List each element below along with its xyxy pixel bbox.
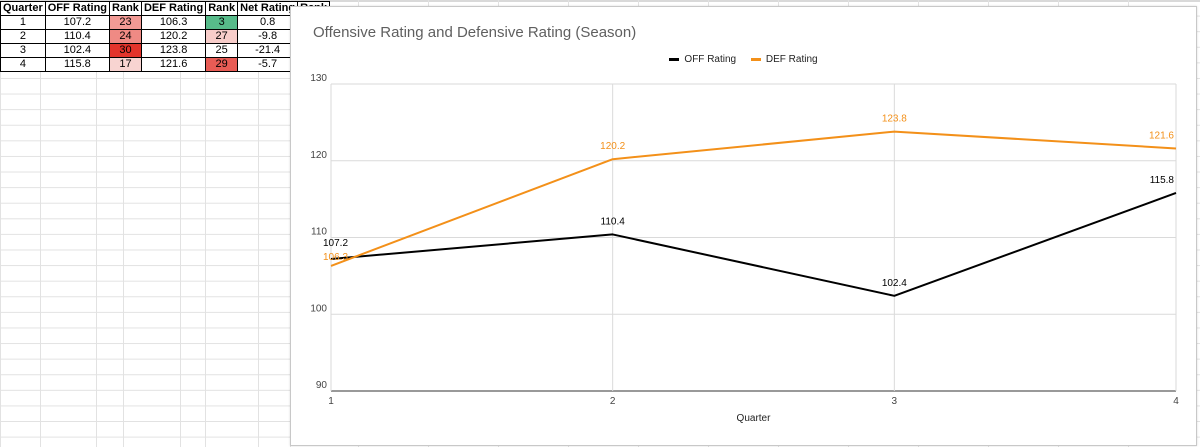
- legend-swatch-off: [669, 58, 680, 61]
- cell-net-rating[interactable]: -9.8: [237, 29, 299, 44]
- table-header-row: Quarter OFF Rating Rank DEF Rating Rank …: [0, 1, 331, 16]
- header-off-rank[interactable]: Rank: [109, 1, 142, 16]
- grid-column-line: [96, 0, 97, 447]
- data-label: 115.8: [1150, 175, 1175, 186]
- data-label: 121.6: [1149, 130, 1174, 141]
- data-label: 123.8: [882, 114, 907, 125]
- x-tick-label: 4: [1173, 396, 1179, 407]
- cell-off-rank[interactable]: 24: [109, 29, 142, 44]
- cell-net-rating[interactable]: -5.7: [237, 57, 299, 72]
- y-tick-label: 130: [310, 73, 327, 84]
- data-label: 107.2: [323, 238, 348, 249]
- legend-item-def-rating: DEF Rating: [750, 54, 818, 65]
- y-tick-label: 110: [311, 227, 327, 238]
- data-label: 120.2: [600, 141, 625, 152]
- cell-net-rating[interactable]: -21.4: [237, 43, 299, 58]
- header-net-rating[interactable]: Net Rating: [237, 1, 299, 16]
- y-tick-label: 90: [316, 380, 328, 391]
- cell-def-rating[interactable]: 120.2: [140, 29, 207, 44]
- legend-swatch-def: [750, 58, 761, 61]
- data-label: 102.4: [882, 278, 907, 289]
- cell-def-rank[interactable]: 27: [205, 29, 239, 44]
- cell-def-rank[interactable]: 3: [205, 15, 239, 30]
- legend-label-off: OFF Rating: [684, 54, 737, 65]
- grid-top-border: [0, 0, 1200, 2]
- cell-def-rating[interactable]: 106.3: [140, 15, 207, 30]
- y-tick-label: 120: [310, 150, 327, 161]
- x-tick-label: 1: [328, 396, 334, 407]
- x-axis-title: Quarter: [737, 413, 772, 424]
- series-line-def-rating: [330, 130, 1177, 267]
- cell-def-rating[interactable]: 121.6: [140, 57, 207, 72]
- cell-net-rating[interactable]: 0.8: [237, 15, 299, 30]
- header-quarter[interactable]: Quarter: [0, 1, 46, 16]
- grid-column-line: [205, 0, 206, 447]
- cell-quarter[interactable]: 1: [0, 15, 46, 30]
- y-tick-label: 100: [310, 303, 327, 314]
- series-line-off-rating: [330, 192, 1177, 297]
- cell-off-rank[interactable]: 17: [109, 57, 142, 72]
- data-label: 110.4: [601, 216, 626, 227]
- cell-quarter[interactable]: 2: [0, 29, 46, 44]
- cell-def-rank[interactable]: 29: [205, 57, 239, 72]
- chart-panel[interactable]: Offensive Rating and Defensive Rating (S…: [290, 6, 1197, 446]
- x-tick-label: 3: [892, 396, 898, 407]
- cell-quarter[interactable]: 3: [0, 43, 46, 58]
- data-label: 106.3: [323, 252, 348, 263]
- legend-label-def: DEF Rating: [765, 54, 818, 65]
- header-def-rank[interactable]: Rank: [205, 1, 239, 16]
- header-def-rating[interactable]: DEF Rating: [140, 1, 207, 16]
- cell-def-rating[interactable]: 123.8: [140, 43, 207, 58]
- cell-off-rank[interactable]: 30: [109, 43, 142, 58]
- grid-column-line: [258, 0, 259, 447]
- cell-off-rating[interactable]: 115.8: [44, 57, 111, 72]
- chart-legend: OFF Rating DEF Rating: [291, 53, 1196, 65]
- legend-item-off-rating: OFF Rating: [669, 54, 736, 65]
- grid-column-line: [40, 0, 41, 447]
- chart-title: Offensive Rating and Defensive Rating (S…: [313, 24, 637, 41]
- cell-quarter[interactable]: 4: [0, 57, 46, 72]
- grid-column-line: [180, 0, 181, 447]
- cell-off-rating[interactable]: 102.4: [44, 43, 111, 58]
- header-off-rating[interactable]: OFF Rating: [44, 1, 111, 16]
- cell-off-rating[interactable]: 110.4: [44, 29, 111, 44]
- line-chart-plot: 90 100 110 120 130 1 2 3 4 Quarter 107.2 110.4 102.4…: [310, 73, 1179, 424]
- data-table: Quarter OFF Rating Rank DEF Rating Rank …: [0, 1, 331, 72]
- x-tick-label: 2: [610, 396, 616, 407]
- cell-off-rating[interactable]: 107.2: [44, 15, 111, 30]
- cell-def-rank[interactable]: 25: [205, 43, 239, 58]
- cell-off-rank[interactable]: 23: [109, 15, 142, 30]
- grid-column-line: [123, 0, 124, 447]
